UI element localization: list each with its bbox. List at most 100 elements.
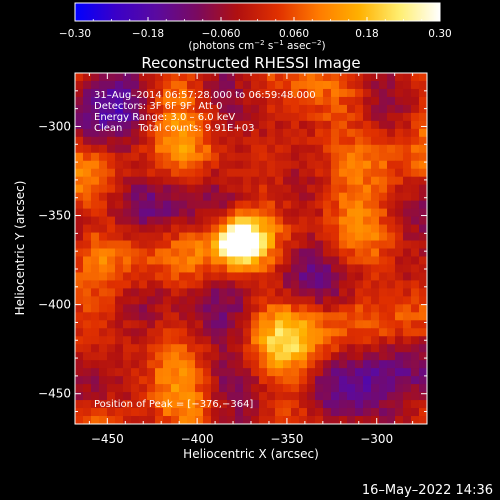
heatmap-cell: [163, 80, 172, 90]
heatmap-cell: [323, 408, 332, 417]
heatmap-cell: [163, 336, 172, 345]
heatmap-cell: [235, 360, 244, 369]
heatmap-cell: [179, 168, 188, 178]
heatmap-cell: [155, 232, 164, 242]
heatmap-cell: [147, 168, 156, 178]
colorbar-tick-label: −0.060: [202, 28, 241, 40]
heatmap-cell: [251, 304, 260, 313]
heatmap-cell: [347, 152, 356, 162]
heatmap-cell: [243, 112, 252, 122]
heatmap-cell: [267, 240, 276, 250]
heatmap-cell: [323, 168, 332, 178]
heatmap-cell: [139, 296, 148, 305]
heatmap-cell: [187, 392, 196, 401]
heatmap-cell: [299, 88, 308, 98]
heatmap-cell: [307, 232, 316, 242]
heatmap-cell: [99, 328, 108, 337]
heatmap-cell: [411, 208, 420, 218]
heatmap-cell: [275, 312, 284, 321]
heatmap-cell: [227, 184, 236, 194]
heatmap-cell: [251, 416, 260, 424]
heatmap-cell: [243, 200, 252, 210]
heatmap-cell: [243, 352, 252, 361]
heatmap-cell: [259, 400, 268, 409]
heatmap-cell: [363, 360, 372, 369]
heatmap-cell: [299, 288, 308, 297]
heatmap-cell: [219, 136, 228, 146]
heatmap-cell: [219, 320, 228, 329]
heatmap-cell: [75, 136, 84, 146]
heatmap-cell: [291, 88, 300, 98]
heatmap-cell: [155, 248, 164, 258]
heatmap-cell: [179, 120, 188, 130]
heatmap-cell: [123, 144, 132, 154]
heatmap-cell: [139, 224, 148, 234]
heatmap-cell: [251, 200, 260, 210]
heatmap-cell: [107, 360, 116, 369]
heatmap-cell: [331, 240, 340, 250]
heatmap-cell: [331, 88, 340, 98]
heatmap-cell: [227, 152, 236, 162]
heatmap-cell: [387, 248, 396, 258]
heatmap-cell: [179, 216, 188, 226]
heatmap-cell: [75, 376, 84, 385]
heatmap-cell: [195, 360, 204, 369]
heatmap-cell: [387, 176, 396, 186]
heatmap-cell: [331, 128, 340, 138]
heatmap-cell: [115, 152, 124, 162]
heatmap-cell: [171, 152, 180, 162]
heatmap-cell: [243, 376, 252, 385]
heatmap-cell: [259, 192, 268, 202]
heatmap-cell: [147, 200, 156, 210]
heatmap-cell: [355, 168, 364, 178]
heatmap-cell: [139, 400, 148, 409]
heatmap-cell: [291, 80, 300, 90]
heatmap-cell: [83, 320, 92, 329]
heatmap-cell: [227, 160, 236, 170]
heatmap-cell: [411, 200, 420, 210]
heatmap-cell: [107, 208, 116, 218]
heatmap-cell: [91, 168, 100, 178]
heatmap-cell: [171, 320, 180, 329]
heatmap-cell: [227, 192, 236, 202]
heatmap-cell: [83, 368, 92, 377]
heatmap-cell: [387, 184, 396, 194]
heatmap-cell: [339, 136, 348, 146]
heatmap-cell: [75, 216, 84, 226]
heatmap-cell: [251, 296, 260, 305]
heatmap-cell: [387, 360, 396, 369]
heatmap-cell: [227, 416, 236, 424]
heatmap-cell: [211, 360, 220, 369]
heatmap-cell: [363, 312, 372, 321]
heatmap-cell: [267, 320, 276, 329]
heatmap-cell: [371, 248, 380, 258]
heatmap-cell: [115, 112, 124, 122]
heatmap-cell: [251, 344, 260, 353]
heatmap-cell: [139, 288, 148, 297]
heatmap-cell: [179, 328, 188, 337]
heatmap-cell: [379, 272, 388, 282]
heatmap-cell: [331, 296, 340, 305]
heatmap-cell: [75, 208, 84, 218]
x-axis-label: Heliocentric X (arcsec): [183, 447, 319, 461]
heatmap-cell: [115, 400, 124, 409]
heatmap-cell: [219, 144, 228, 154]
heatmap-cell: [323, 328, 332, 337]
heatmap-cell: [267, 400, 276, 409]
heatmap-cell: [155, 312, 164, 321]
heatmap-cell: [371, 320, 380, 329]
heatmap-cell: [195, 352, 204, 361]
heatmap-cell: [203, 73, 212, 82]
heatmap-cell: [211, 336, 220, 345]
heatmap-cell: [219, 104, 228, 114]
heatmap-cell: [179, 312, 188, 321]
heatmap-cell: [347, 88, 356, 98]
heatmap-cell: [331, 392, 340, 401]
heatmap-cell: [387, 408, 396, 417]
heatmap-cell: [387, 144, 396, 154]
heatmap-cell: [131, 96, 140, 106]
heatmap-cell: [267, 104, 276, 114]
heatmap-cell: [115, 120, 124, 130]
y-tick-label: −450: [38, 387, 71, 401]
heatmap-cell: [139, 264, 148, 274]
